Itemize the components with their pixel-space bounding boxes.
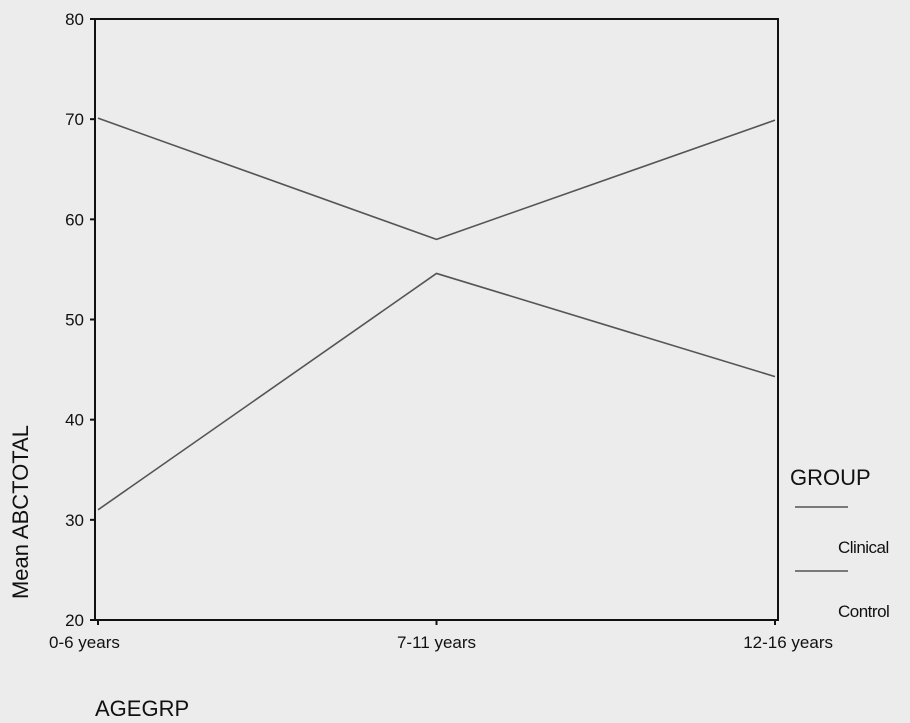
- y-tick-label: 30: [65, 511, 84, 530]
- x-axis-ticks: 0-6 years 7-11 years 12-16 years: [49, 620, 833, 652]
- y-tick-label: 60: [65, 210, 84, 229]
- legend-label-control: Control: [838, 602, 889, 621]
- series-lines: [97, 117, 776, 511]
- x-tick-label: 7-11 years: [397, 633, 476, 652]
- y-axis-ticks: 20 30 40 50 60 70 80: [65, 10, 95, 630]
- series-line-control: [97, 272, 776, 511]
- x-tick-label: 0-6 years: [49, 633, 120, 652]
- x-axis-label: AGEGRP: [95, 696, 189, 721]
- y-tick-label: 70: [65, 110, 84, 129]
- y-axis-label: Mean ABCTOTAL: [8, 425, 33, 599]
- y-tick-label: 50: [65, 311, 84, 330]
- legend: GROUP Clinical Control: [790, 465, 890, 621]
- legend-label-clinical: Clinical: [838, 538, 889, 557]
- legend-title: GROUP: [790, 465, 871, 490]
- y-tick-label: 40: [65, 411, 84, 430]
- y-tick-label: 20: [65, 611, 84, 630]
- y-tick-label: 80: [65, 10, 84, 29]
- x-tick-label: 12-16 years: [743, 633, 833, 652]
- series-line-clinical: [97, 117, 776, 241]
- plot-frame: [94, 18, 779, 621]
